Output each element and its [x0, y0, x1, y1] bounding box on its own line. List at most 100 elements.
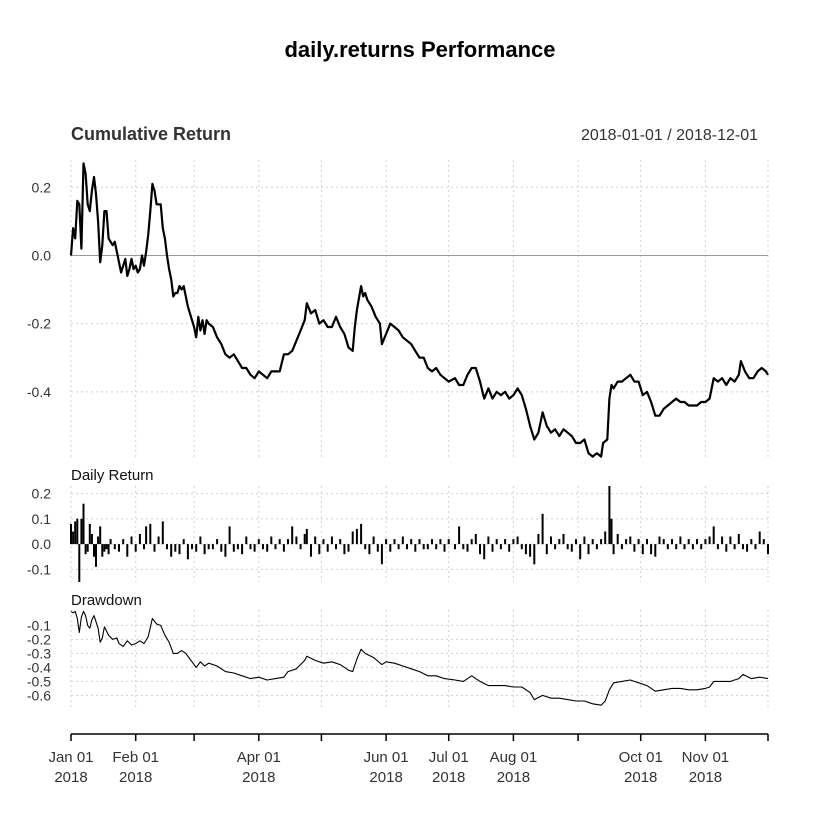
daily-return-bar: [426, 544, 429, 550]
daily-return-bar: [380, 544, 383, 565]
daily-return-bar: [118, 544, 120, 552]
daily-return-bar: [762, 539, 765, 545]
daily-return-bar: [443, 544, 446, 552]
daily-return-bar: [249, 544, 252, 550]
daily-return-bar: [389, 544, 392, 552]
daily-return-bar: [683, 544, 686, 550]
daily-return-bar: [633, 544, 636, 552]
daily-return-bar: [458, 526, 461, 545]
y-tick-label: -0.6: [27, 687, 51, 703]
y-tick-label: 0.0: [32, 247, 52, 263]
daily-return-bar: [287, 539, 289, 545]
daily-return-bar: [406, 544, 408, 550]
daily-return-bar: [122, 539, 125, 545]
y-tick-label: 0.2: [32, 179, 52, 195]
daily-return-bar: [224, 544, 227, 557]
daily-return-bar: [99, 526, 102, 545]
daily-return-bar: [145, 526, 148, 545]
daily-return-bar: [401, 536, 404, 545]
daily-return-bar: [295, 536, 298, 545]
daily-return-bar: [410, 539, 413, 545]
daily-return-bar: [658, 536, 661, 545]
daily-return-bar: [170, 544, 173, 557]
daily-return-bar: [579, 544, 582, 560]
y-tick-label: 0.2: [32, 486, 52, 502]
daily-return-bar: [721, 536, 724, 545]
daily-return-bar: [84, 544, 87, 555]
y-tick-label: -0.4: [27, 659, 51, 675]
daily-return-bar: [487, 536, 490, 545]
daily-return-title: Daily Return: [71, 467, 154, 484]
daily-return-bar: [314, 536, 317, 545]
daily-return-bar: [758, 531, 761, 545]
daily-return-bar: [516, 536, 519, 545]
x-tick-label: Oct 01: [619, 749, 663, 766]
daily-return-bar: [397, 544, 400, 550]
x-tick-label: Feb 01: [112, 749, 159, 766]
daily-return-bar: [767, 544, 769, 555]
x-tick-year-label: 2018: [54, 769, 87, 786]
daily-return-bar: [105, 544, 108, 550]
daily-return-bar: [566, 544, 569, 550]
daily-return-bar: [253, 544, 256, 552]
daily-return-bar: [72, 531, 75, 545]
daily-return-bar: [186, 544, 189, 560]
daily-return-bar: [435, 544, 438, 550]
daily-return-bar: [625, 539, 628, 545]
daily-return-bar: [662, 539, 665, 545]
daily-return-bar: [191, 544, 193, 550]
chart-title: daily.returns Performance: [284, 37, 555, 62]
daily-return-bar: [612, 544, 615, 555]
daily-return-bar: [153, 544, 156, 552]
daily-return-bar: [70, 523, 72, 545]
date-range-label: 2018-01-01 / 2018-12-01: [581, 127, 758, 144]
daily-return-bar: [97, 536, 100, 545]
daily-return-bar: [750, 539, 753, 545]
daily-return-bar: [545, 544, 548, 555]
daily-return-bar: [107, 544, 110, 555]
daily-return-bar: [305, 528, 308, 545]
daily-return-bar: [270, 536, 273, 545]
daily-return-bar: [330, 536, 333, 545]
daily-return-bar: [524, 544, 527, 555]
daily-return-bar: [343, 544, 346, 555]
daily-return-bar: [278, 539, 281, 545]
x-tick-year-label: 2018: [369, 769, 402, 786]
daily-return-bar: [439, 539, 442, 545]
y-tick-label: 0.0: [32, 536, 52, 552]
y-tick-label: -0.3: [27, 645, 51, 661]
daily-return-bar: [746, 544, 749, 552]
daily-return-bar: [462, 544, 465, 550]
daily-return-bar: [620, 544, 623, 550]
daily-return-bar: [245, 536, 248, 545]
daily-return-bar: [508, 544, 511, 552]
daily-return-bar: [351, 531, 354, 545]
x-tick-year-label: 2018: [119, 769, 152, 786]
daily-return-bar: [520, 544, 523, 550]
daily-return-bar: [700, 544, 703, 550]
daily-return-bar: [691, 544, 694, 550]
daily-return-bar: [737, 534, 740, 545]
daily-return-bar: [608, 486, 611, 545]
daily-return-bar: [491, 544, 494, 552]
daily-return-bar: [335, 544, 337, 550]
daily-return-bar: [595, 544, 598, 550]
x-tick-label: Apr 01: [237, 749, 281, 766]
daily-return-bar: [687, 539, 690, 545]
daily-return-bar: [339, 539, 342, 545]
daily-return-bar: [541, 513, 544, 545]
daily-return-bar: [733, 544, 736, 550]
daily-return-bar: [207, 544, 210, 550]
daily-return-bar: [203, 544, 206, 555]
y-tick-label: -0.2: [27, 631, 51, 647]
daily-return-bar: [299, 544, 302, 550]
daily-return-bar: [474, 534, 477, 545]
daily-return-bar: [310, 544, 312, 557]
y-tick-label: -0.1: [27, 617, 51, 633]
daily-return-bar: [232, 544, 235, 552]
daily-return-bar: [671, 539, 673, 545]
x-tick-label: Nov 01: [682, 749, 730, 766]
daily-return-bar: [322, 539, 325, 545]
x-tick-year-label: 2018: [689, 769, 722, 786]
